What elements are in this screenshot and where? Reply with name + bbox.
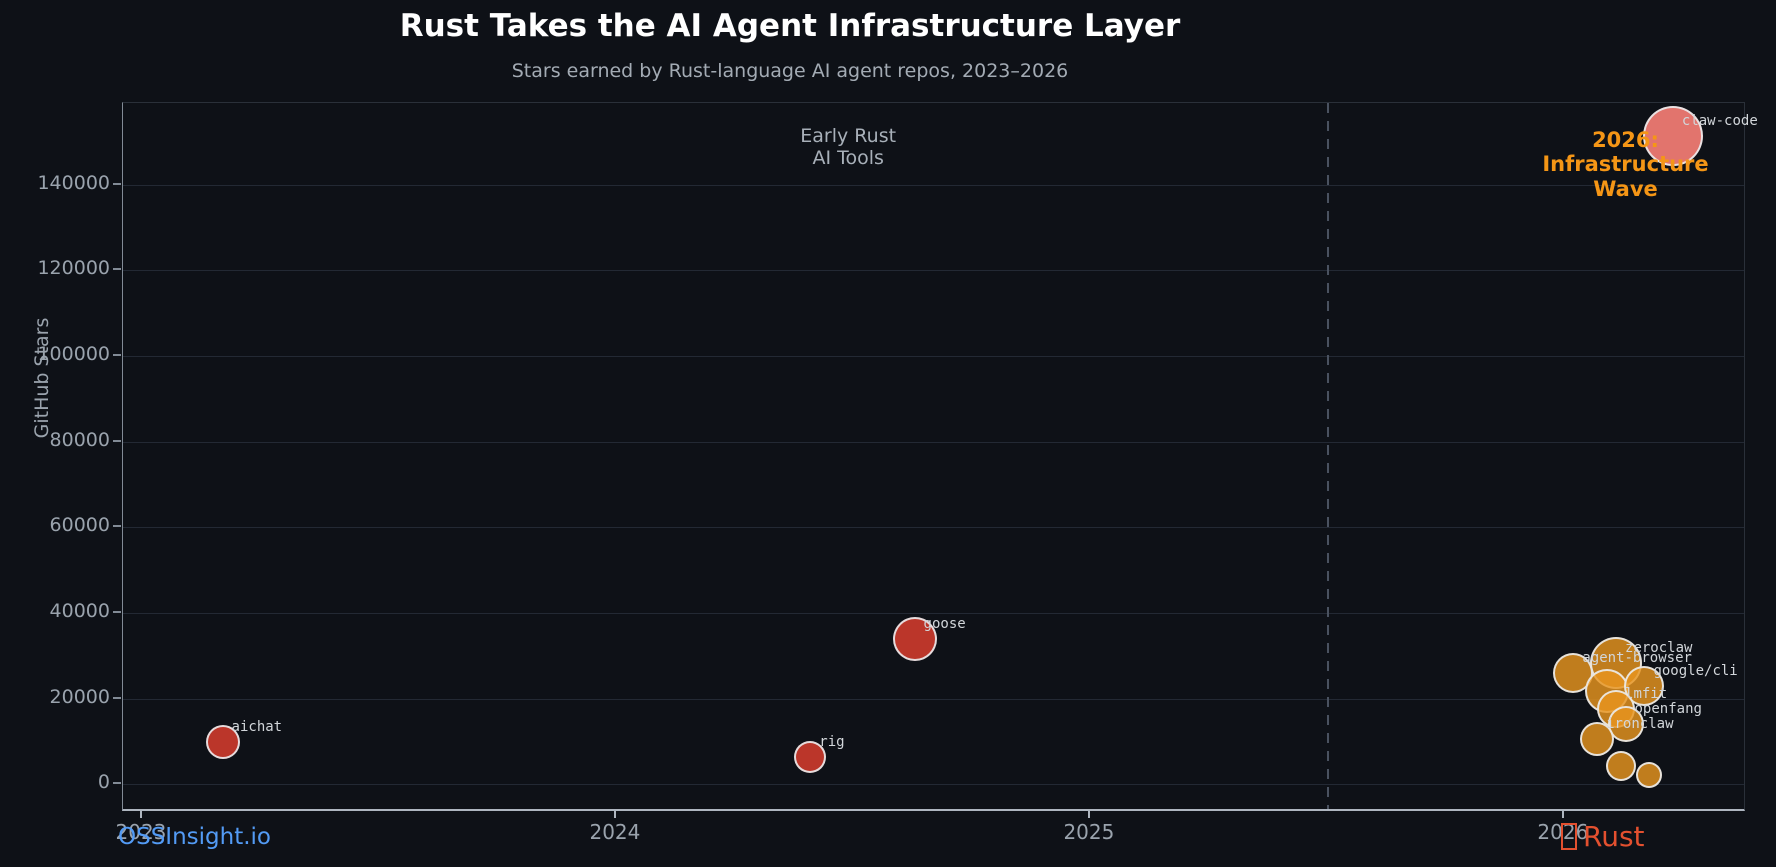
bubble-aichat [205,725,240,760]
gridline [123,784,1744,786]
x-tick-label: 2023 [115,820,167,844]
y-tick-mark [113,268,121,271]
x-tick-mark [139,810,142,818]
gridline [123,527,1744,529]
x-tick-mark [1561,810,1564,818]
bubble-label: openfang [1634,701,1702,718]
gridline [123,356,1744,358]
y-tick-mark [113,696,121,699]
y-tick-label: 80000 [49,428,110,451]
x-tick-label: 2024 [589,820,641,844]
annotation: 2026: Infrastructure Wave [1542,128,1709,201]
x-tick-label: 2025 [1063,820,1115,844]
y-tick-label: 40000 [49,599,110,622]
bubble-label: google/cli [1653,662,1738,679]
bubble-label: aichat [231,719,283,736]
crab-emoji-tofu-icon [1561,823,1577,850]
bubble-label: goose [923,615,966,632]
gridline [123,184,1744,186]
bubble-unlabeled [1605,751,1636,782]
bubble-label: claw-code [1681,112,1758,129]
bubble-label: ironclaw [1606,716,1674,733]
x-tick-mark [613,810,616,818]
bubble-goose [892,616,937,661]
plot-area: aichat rig goose agent-browser zeroclaw googl… [122,102,1758,811]
y-tick-mark [113,354,121,357]
bubble-ironclaw [1580,722,1615,757]
bubble-claw-code [1642,105,1703,166]
y-tick-label: 60000 [49,514,110,537]
y-tick-label: 20000 [49,685,110,708]
y-tick-label: 0 [97,771,110,794]
chart-subtitle: Stars earned by Rust-language AI agent r… [511,60,1069,82]
bubble-label: rig [819,733,845,750]
gridline [123,698,1744,700]
bubble-label: lmfit [1625,686,1668,703]
annotation: Early Rust AI Tools [800,125,897,170]
x-tick-mark [1087,810,1090,818]
rust-logo: Rust [1561,820,1645,853]
bubble-unlabeled [1636,762,1663,789]
y-tick-mark [113,182,121,185]
y-axis-label: GitHub Stars [31,317,53,439]
y-tick-label: 120000 [37,257,110,280]
era-divider-dashed-line [1326,103,1329,809]
gridline [123,270,1744,272]
y-tick-label: 100000 [37,343,110,366]
y-tick-mark [113,610,121,613]
chart-title: Rust Takes the AI Agent Infrastructure L… [399,8,1181,44]
gridline [123,612,1744,614]
y-tick-mark [113,782,121,785]
bubble-label: agent-browser [1582,649,1692,666]
bubble-rig [794,740,827,773]
bubble-label: zeroclaw [1625,639,1693,656]
y-tick-mark [113,439,121,442]
y-tick-mark [113,525,121,528]
y-tick-label: 140000 [37,171,110,194]
rust-logo-text: Rust [1583,820,1645,853]
gridline [123,441,1744,443]
ossinsight-link[interactable]: OSSInsight.io [118,824,272,850]
